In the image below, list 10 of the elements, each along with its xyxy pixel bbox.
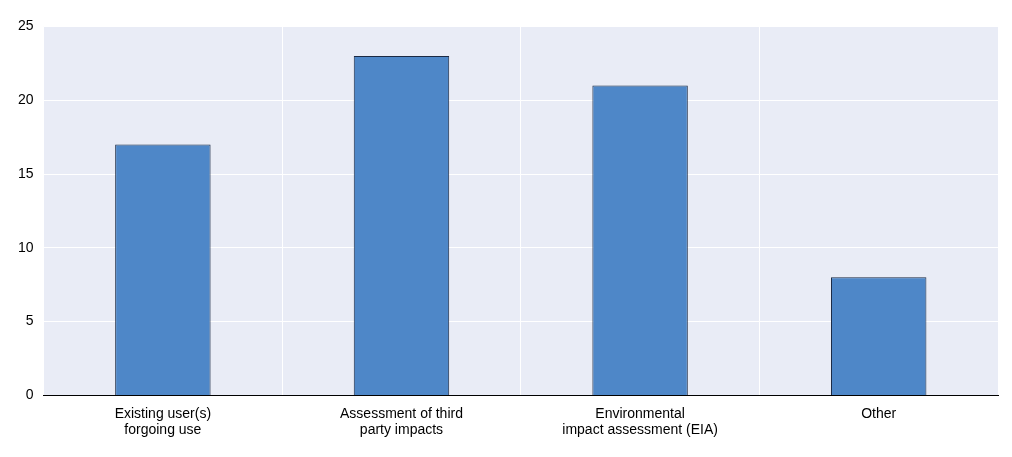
y-tick-label: 5 xyxy=(25,312,34,329)
y-tick-label: 15 xyxy=(17,164,34,181)
x-tick-label: Other xyxy=(861,404,897,421)
x-tick-label: Environmental impact assessment (EIA) xyxy=(562,404,718,438)
y-tick-label: 20 xyxy=(17,91,34,108)
y-tick-label: 10 xyxy=(17,238,34,255)
x-tick-label: Assessment of third party impacts xyxy=(340,404,463,438)
x-tick-label: Existing user(s) forgoing use xyxy=(114,404,212,438)
y-tick-label: 0 xyxy=(25,386,34,403)
y-tick-label: 25 xyxy=(17,17,34,34)
